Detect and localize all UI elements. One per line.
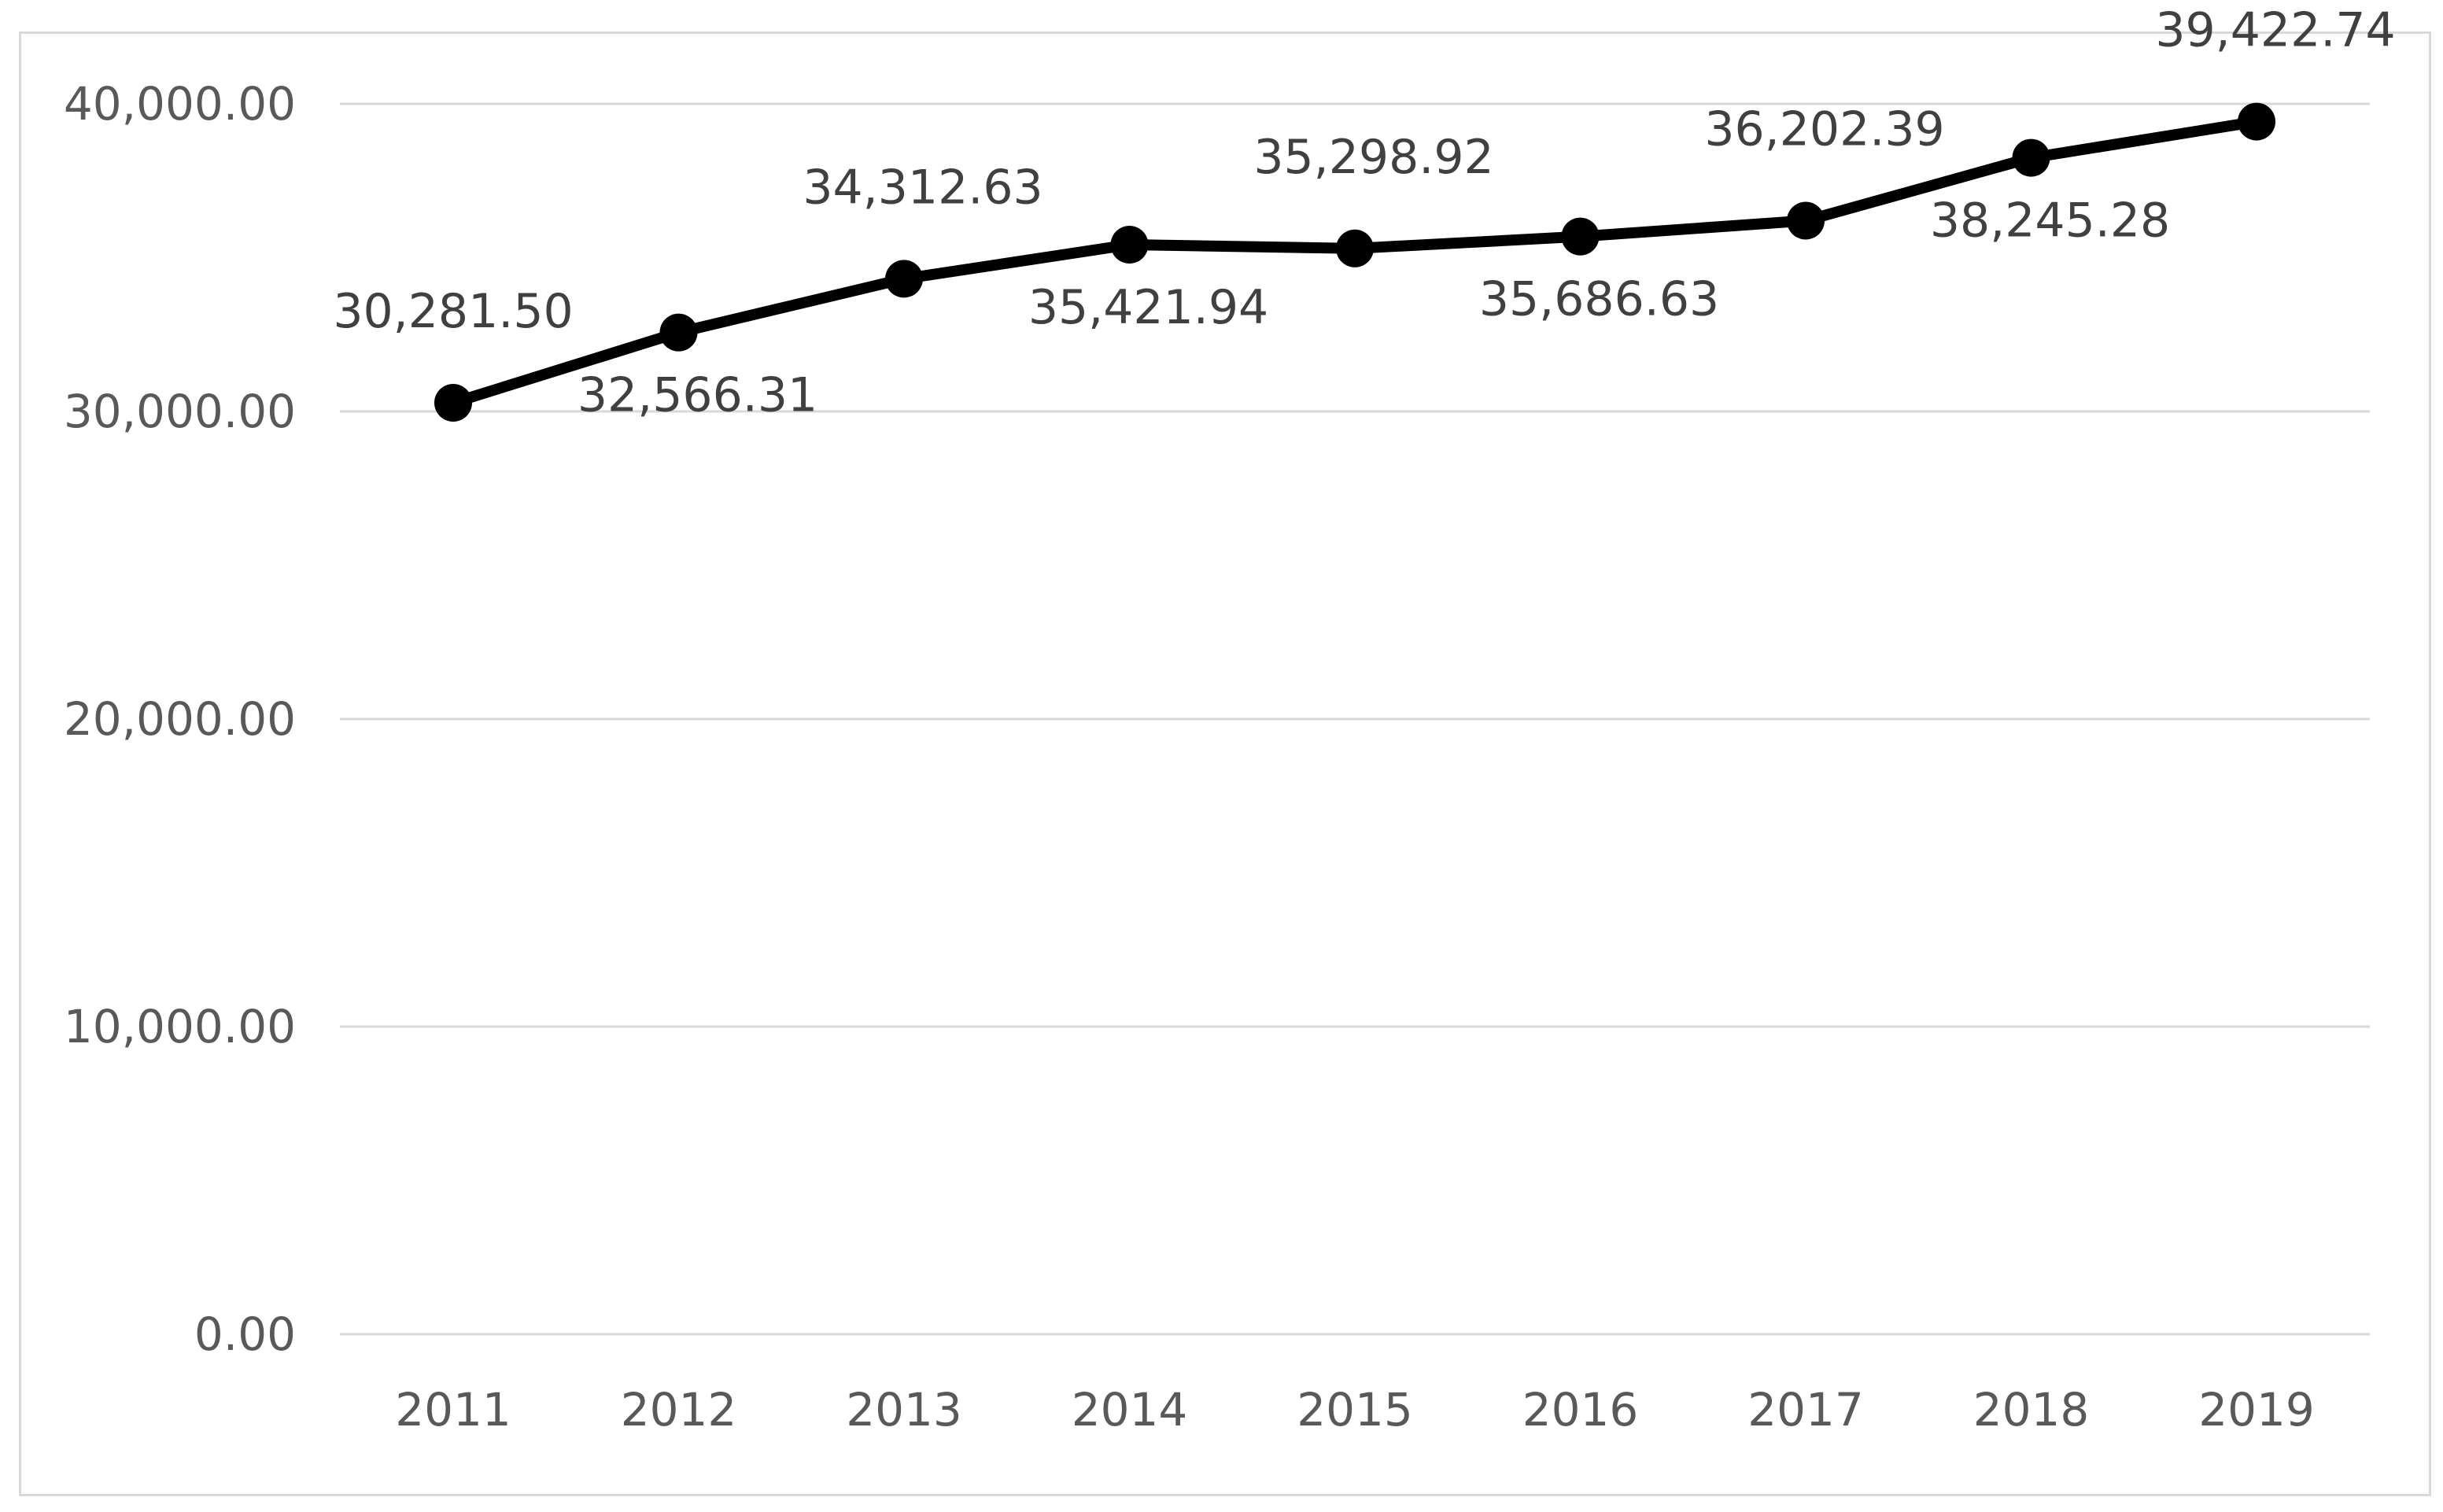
x-tick-label: 2013 xyxy=(846,1383,962,1436)
x-tick-label: 2019 xyxy=(2198,1383,2315,1436)
x-tick-label: 2012 xyxy=(621,1383,737,1436)
data-point-marker xyxy=(1787,201,1825,240)
data-point-marker xyxy=(1561,217,1600,256)
y-tick-label: 30,000.00 xyxy=(64,385,296,438)
data-label: 30,281.50 xyxy=(333,284,573,339)
x-tick-label: 2014 xyxy=(1072,1383,1188,1436)
gridlines xyxy=(340,102,2370,1336)
y-tick-label: 10,000.00 xyxy=(64,1000,296,1053)
data-label: 36,202.39 xyxy=(1704,101,1944,157)
data-point-marker xyxy=(885,260,923,298)
x-tick-label: 2015 xyxy=(1297,1383,1413,1436)
x-tick-label: 2018 xyxy=(1973,1383,2090,1436)
data-label: 38,245.28 xyxy=(1930,194,2170,249)
data-point-marker xyxy=(1336,229,1374,267)
data-point-marker xyxy=(434,383,472,422)
data-label: 35,298.92 xyxy=(1253,130,1493,185)
y-tick-label: 40,000.00 xyxy=(64,77,296,131)
chart-frame xyxy=(19,31,2431,1496)
data-point-marker xyxy=(659,313,698,352)
y-tick-label: 20,000.00 xyxy=(64,692,296,746)
data-label: 35,686.63 xyxy=(1479,272,1719,327)
data-label: 34,312.63 xyxy=(803,160,1043,215)
x-tick-label: 2016 xyxy=(1522,1383,1639,1436)
x-axis-tick-labels: 2011 2012 2013 2014 2015 2016 2017 2018 2019 xyxy=(395,1383,2315,1436)
x-tick-label: 2011 xyxy=(395,1383,511,1436)
y-tick-label: 0.00 xyxy=(194,1307,296,1361)
data-label: 32,566.31 xyxy=(578,368,817,423)
x-tick-label: 2017 xyxy=(1747,1383,1864,1436)
data-point-marker xyxy=(1110,226,1149,264)
data-label: 35,421.94 xyxy=(1028,280,1268,335)
data-point-marker xyxy=(2238,102,2275,141)
data-label: 39,422.74 xyxy=(2155,3,2395,58)
series-group xyxy=(434,102,2275,422)
data-point-marker xyxy=(2012,138,2050,177)
y-axis-tick-labels: 0.00 10,000.00 20,000.00 30,000.00 40,000.00 xyxy=(64,77,296,1361)
